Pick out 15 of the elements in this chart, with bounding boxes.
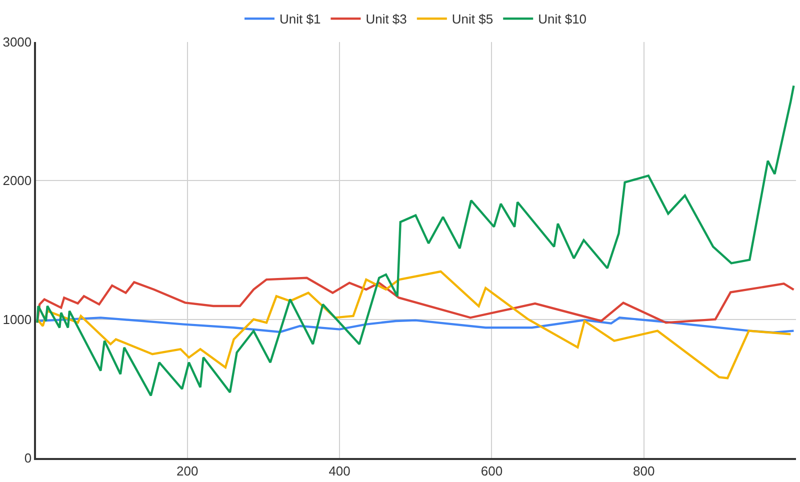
legend-label: Unit $3 <box>366 12 407 27</box>
y-tick-label: 3000 <box>2 34 32 50</box>
y-tick-label: 0 <box>24 450 32 466</box>
legend-label: Unit $10 <box>538 12 587 27</box>
x-tick-label: 200 <box>176 463 198 478</box>
x-tick-label: 800 <box>633 463 655 478</box>
line-series <box>36 276 795 324</box>
x-tick-label: 400 <box>328 463 350 478</box>
line-series <box>36 270 792 380</box>
y-tick-label: 2000 <box>2 173 32 188</box>
legend-label: Unit $1 <box>280 12 321 27</box>
line-series <box>36 84 795 397</box>
y-tick-label: 1000 <box>2 312 32 327</box>
legend-label: Unit $5 <box>452 12 494 27</box>
x-tick-label: 600 <box>480 463 503 478</box>
